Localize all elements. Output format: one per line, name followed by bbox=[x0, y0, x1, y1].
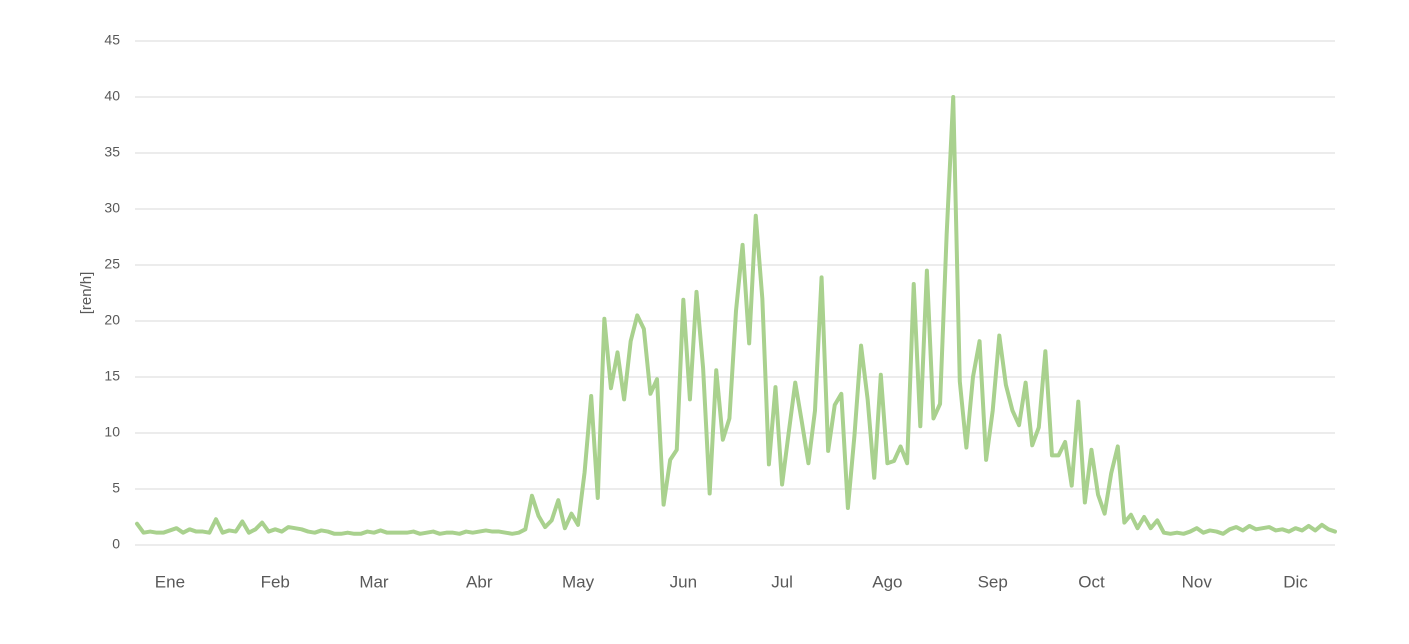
y-tick-label: 45 bbox=[104, 32, 120, 48]
x-tick-label: Jun bbox=[670, 572, 697, 591]
y-tick-label: 40 bbox=[104, 88, 120, 104]
y-tick-label: 0 bbox=[112, 536, 120, 552]
x-tick-label: Sep bbox=[978, 572, 1008, 591]
x-tick-label: Ene bbox=[155, 572, 185, 591]
line-series bbox=[135, 95, 1337, 536]
y-tick-label: 5 bbox=[112, 480, 120, 496]
y-tick-label: 25 bbox=[104, 256, 120, 272]
y-tick-label: 35 bbox=[104, 144, 120, 160]
x-tick-label: Jul bbox=[771, 572, 793, 591]
x-tick-label: Mar bbox=[359, 572, 389, 591]
x-tick-label: Oct bbox=[1078, 572, 1105, 591]
x-tick-label: Dic bbox=[1283, 572, 1308, 591]
x-tick-label: May bbox=[562, 572, 595, 591]
y-tick-label: 15 bbox=[104, 368, 120, 384]
y-axis-label: [ren/h] bbox=[78, 272, 95, 315]
x-tick-label: Ago bbox=[872, 572, 902, 591]
y-tick-label: 30 bbox=[104, 200, 120, 216]
x-tick-label: Nov bbox=[1182, 572, 1213, 591]
y-tick-label: 20 bbox=[104, 312, 120, 328]
x-tick-label: Abr bbox=[466, 572, 493, 591]
x-tick-label: Feb bbox=[261, 572, 290, 591]
y-tick-label: 10 bbox=[104, 424, 120, 440]
